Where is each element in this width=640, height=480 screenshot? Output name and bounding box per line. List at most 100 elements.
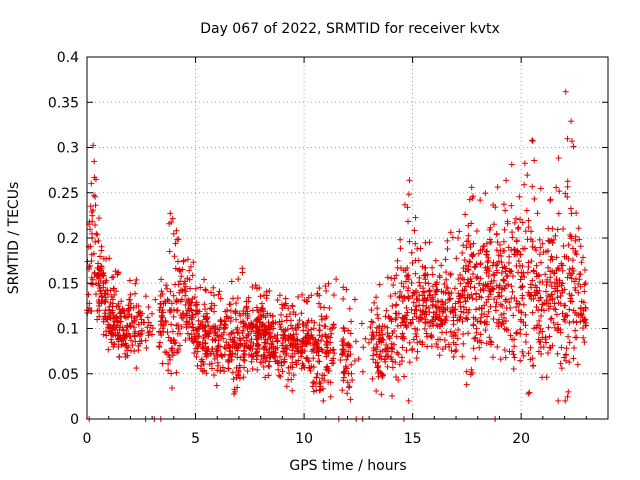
data-point bbox=[310, 355, 317, 362]
data-point bbox=[343, 356, 350, 363]
data-point bbox=[244, 325, 251, 332]
data-point bbox=[463, 368, 470, 375]
data-point bbox=[569, 298, 576, 305]
data-point bbox=[375, 368, 382, 375]
data-point bbox=[301, 364, 308, 371]
data-point bbox=[309, 379, 316, 386]
data-point bbox=[529, 355, 536, 362]
data-point bbox=[278, 311, 285, 318]
data-point bbox=[434, 315, 441, 322]
data-point bbox=[477, 261, 484, 268]
data-point bbox=[379, 331, 386, 338]
axis-ticks bbox=[86, 56, 608, 420]
data-point bbox=[472, 263, 479, 270]
data-point bbox=[473, 228, 480, 235]
data-point bbox=[162, 349, 169, 356]
data-point bbox=[408, 249, 415, 256]
data-point bbox=[550, 305, 557, 312]
data-point bbox=[321, 323, 328, 330]
data-point bbox=[502, 268, 509, 275]
data-point bbox=[393, 272, 400, 279]
data-point bbox=[493, 267, 500, 274]
data-point bbox=[412, 214, 419, 221]
data-point bbox=[368, 307, 375, 314]
data-point bbox=[146, 328, 153, 335]
data-point bbox=[545, 324, 552, 331]
data-point bbox=[557, 360, 564, 367]
data-point bbox=[570, 267, 577, 274]
data-point bbox=[195, 333, 202, 340]
data-point bbox=[174, 321, 181, 328]
data-point bbox=[384, 345, 391, 352]
data-point bbox=[502, 207, 509, 214]
data-point bbox=[397, 322, 404, 329]
data-point bbox=[514, 225, 521, 232]
data-point bbox=[186, 285, 193, 292]
data-point bbox=[470, 322, 477, 329]
data-point bbox=[572, 327, 579, 334]
data-point bbox=[466, 258, 473, 265]
data-point bbox=[144, 324, 151, 331]
data-point bbox=[492, 204, 499, 211]
data-point bbox=[410, 299, 417, 306]
data-point bbox=[308, 326, 315, 333]
data-point bbox=[253, 349, 260, 356]
data-point bbox=[442, 300, 449, 307]
data-point bbox=[370, 332, 377, 339]
data-point bbox=[377, 348, 384, 355]
data-point bbox=[219, 353, 226, 360]
data-point bbox=[447, 229, 454, 236]
data-point bbox=[165, 360, 172, 367]
data-point bbox=[570, 318, 577, 325]
data-point bbox=[141, 319, 148, 326]
data-point bbox=[192, 285, 199, 292]
data-point bbox=[549, 296, 556, 303]
data-point bbox=[448, 333, 455, 340]
data-point bbox=[452, 348, 459, 355]
data-point bbox=[205, 323, 212, 330]
data-point bbox=[455, 235, 462, 242]
data-point bbox=[333, 276, 340, 283]
data-point bbox=[546, 293, 553, 300]
data-point bbox=[157, 318, 164, 325]
data-point bbox=[118, 298, 125, 305]
data-point bbox=[538, 306, 545, 313]
data-point bbox=[553, 311, 560, 318]
data-point bbox=[91, 158, 98, 165]
data-point bbox=[272, 358, 279, 365]
data-point bbox=[515, 269, 522, 276]
data-point bbox=[562, 352, 569, 359]
data-point bbox=[324, 365, 331, 372]
data-point bbox=[487, 303, 494, 310]
data-point bbox=[365, 339, 372, 346]
data-point bbox=[261, 328, 268, 335]
data-point bbox=[340, 324, 347, 331]
data-point bbox=[450, 353, 457, 360]
data-point bbox=[268, 341, 275, 348]
data-point bbox=[537, 294, 544, 301]
data-point bbox=[123, 333, 130, 340]
data-point bbox=[463, 314, 470, 321]
data-point bbox=[261, 343, 268, 350]
data-point bbox=[314, 370, 321, 377]
data-point bbox=[133, 365, 140, 372]
data-point bbox=[194, 348, 201, 355]
x-tick-label: 15 bbox=[404, 431, 422, 447]
data-point bbox=[186, 276, 193, 283]
data-point bbox=[186, 267, 193, 274]
data-point bbox=[398, 280, 405, 287]
data-point bbox=[442, 316, 449, 323]
data-point bbox=[514, 248, 521, 255]
data-point bbox=[162, 300, 169, 307]
data-point bbox=[487, 224, 494, 231]
data-point bbox=[324, 342, 331, 349]
data-point bbox=[235, 367, 242, 374]
data-point bbox=[348, 361, 355, 368]
data-point bbox=[552, 232, 559, 239]
data-point bbox=[484, 281, 491, 288]
data-point bbox=[520, 301, 527, 308]
data-point bbox=[384, 330, 391, 337]
data-point bbox=[184, 330, 191, 337]
data-point bbox=[490, 315, 497, 322]
data-point bbox=[374, 364, 381, 371]
